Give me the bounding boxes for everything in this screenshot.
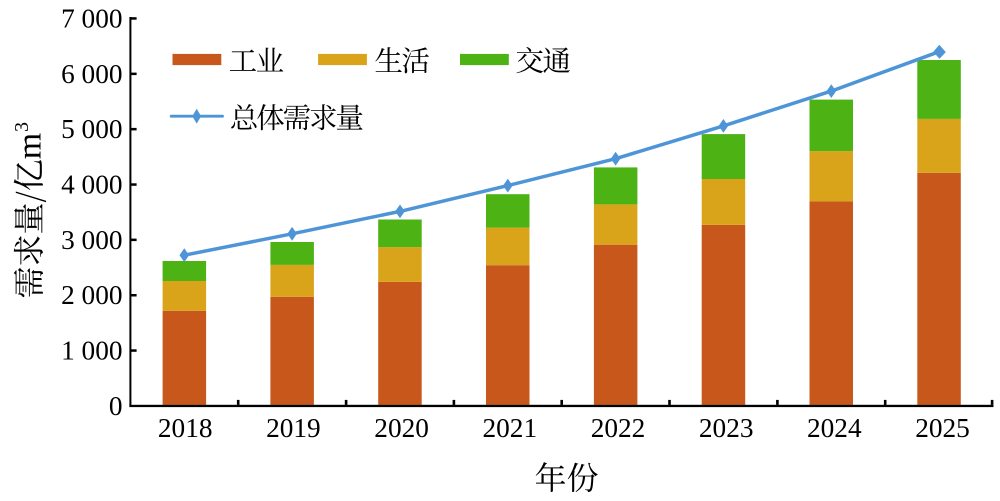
svg-text:1 000: 1 000 bbox=[61, 336, 122, 366]
svg-text:0: 0 bbox=[109, 391, 123, 421]
svg-text:3 000: 3 000 bbox=[61, 225, 122, 255]
svg-text:3: 3 bbox=[11, 122, 33, 132]
svg-text:m: m bbox=[12, 133, 49, 159]
svg-text:2019: 2019 bbox=[266, 413, 321, 443]
svg-text:2021: 2021 bbox=[483, 413, 538, 443]
svg-text:2025: 2025 bbox=[915, 413, 970, 443]
svg-text:4 000: 4 000 bbox=[61, 170, 122, 200]
svg-text:2022: 2022 bbox=[591, 413, 646, 443]
svg-text:2018: 2018 bbox=[158, 413, 213, 443]
svg-text:2023: 2023 bbox=[699, 413, 754, 443]
svg-text:6 000: 6 000 bbox=[61, 59, 122, 89]
svg-text:2 000: 2 000 bbox=[61, 280, 122, 310]
svg-text:2024: 2024 bbox=[807, 413, 862, 443]
svg-text:7 000: 7 000 bbox=[61, 4, 122, 34]
svg-text:5 000: 5 000 bbox=[61, 114, 122, 144]
svg-text:2020: 2020 bbox=[374, 413, 429, 443]
